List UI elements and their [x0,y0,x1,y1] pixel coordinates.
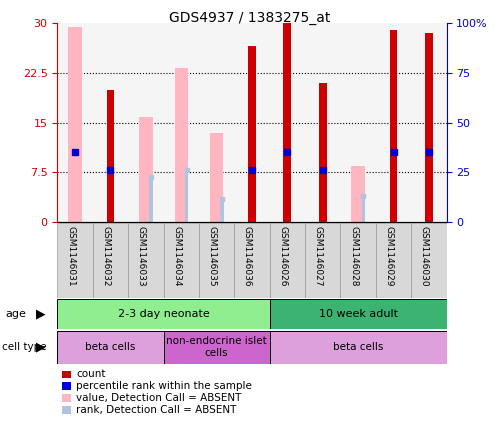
Text: GDS4937 / 1383275_at: GDS4937 / 1383275_at [169,11,330,25]
Bar [185,170,188,222]
Text: ▶: ▶ [36,341,46,354]
Bar [340,223,376,298]
Bar [425,33,433,222]
Bar [149,177,153,222]
Bar [57,331,164,364]
Bar [93,223,128,298]
Text: GSM1146026: GSM1146026 [278,226,287,286]
Text: 2-3 day neonate: 2-3 day neonate [118,309,210,319]
Text: ▶: ▶ [36,308,46,321]
Bar [57,223,93,298]
Bar [175,68,188,222]
Text: rank, Detection Call = ABSENT: rank, Detection Call = ABSENT [76,405,237,415]
Text: beta cells: beta cells [333,342,383,352]
Text: GSM1146030: GSM1146030 [420,226,429,286]
Bar [210,133,224,222]
Bar [107,90,114,222]
Bar [164,331,269,364]
Bar [68,27,82,222]
Bar [199,223,235,298]
Text: beta cells: beta cells [85,342,136,352]
Bar [164,223,199,298]
Text: GSM1146036: GSM1146036 [243,226,252,286]
Bar [319,83,327,222]
Text: GSM1146029: GSM1146029 [385,226,394,286]
Text: 10 week adult: 10 week adult [319,309,398,319]
Text: percentile rank within the sample: percentile rank within the sample [76,381,252,391]
Bar [376,223,411,298]
Bar [351,166,365,222]
Text: GSM1146027: GSM1146027 [314,226,323,286]
Text: GSM1146035: GSM1146035 [208,226,217,286]
Bar [57,299,269,329]
Bar [390,30,397,222]
Bar [362,195,365,222]
Text: GSM1146032: GSM1146032 [101,226,110,286]
Bar [305,223,340,298]
Bar [235,223,269,298]
Text: cell type: cell type [2,342,47,352]
Bar [220,199,224,222]
Text: count: count [76,369,106,379]
Text: GSM1146028: GSM1146028 [349,226,358,286]
Bar [269,299,447,329]
Bar [269,331,447,364]
Bar [411,223,447,298]
Bar [248,47,256,222]
Bar [269,223,305,298]
Bar [128,223,164,298]
Text: GSM1146033: GSM1146033 [137,226,146,286]
Text: non-endocrine islet
cells: non-endocrine islet cells [166,336,267,358]
Text: GSM1146031: GSM1146031 [66,226,75,286]
Bar [139,117,153,222]
Bar [283,23,291,222]
Text: age: age [5,309,26,319]
Text: value, Detection Call = ABSENT: value, Detection Call = ABSENT [76,393,242,403]
Text: GSM1146034: GSM1146034 [172,226,181,286]
